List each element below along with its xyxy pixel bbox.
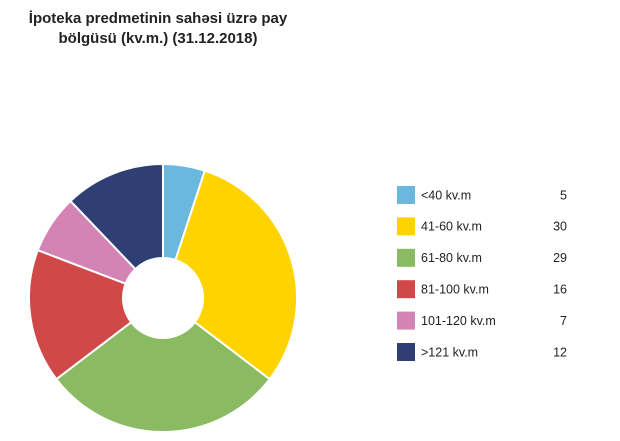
chart-title: bölgüsü (kv.m.) (31.12.2018) <box>59 30 258 47</box>
legend-label: 41-60 kv.m <box>421 220 482 234</box>
legend-swatch <box>397 248 415 267</box>
legend-swatch <box>397 311 415 330</box>
legend-swatch <box>397 186 415 204</box>
legend-value: 12 <box>553 345 567 359</box>
donut-slice <box>28 248 133 381</box>
legend-value: 16 <box>553 282 567 296</box>
legend-label: 81-100 kv.m <box>421 282 489 296</box>
donut-slice <box>69 162 164 271</box>
legend-swatch <box>397 217 415 236</box>
legend-value: 30 <box>553 220 567 234</box>
legend-value: 29 <box>553 251 567 265</box>
legend-value: 5 <box>560 188 567 202</box>
legend-label: 61-80 kv.m <box>421 251 482 265</box>
legend-swatch <box>397 280 415 299</box>
chart-title: İpoteka predmetinin sahəsi üzrə pay <box>29 10 288 27</box>
legend-value: 7 <box>560 314 567 328</box>
legend-label: >121 kv.m <box>421 345 478 359</box>
legend-label: <40 kv.m <box>421 188 471 202</box>
legend-swatch <box>397 343 415 361</box>
legend-label: 101-120 kv.m <box>421 314 496 328</box>
donut-slice <box>54 320 272 433</box>
donut-slice <box>174 169 298 381</box>
